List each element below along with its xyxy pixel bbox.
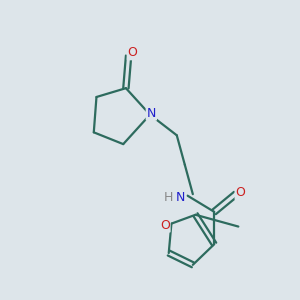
Text: H: H bbox=[164, 190, 173, 204]
Text: O: O bbox=[160, 219, 170, 232]
Text: N: N bbox=[176, 190, 185, 204]
Text: O: O bbox=[128, 46, 137, 59]
Text: O: O bbox=[236, 186, 245, 199]
Text: N: N bbox=[147, 107, 156, 120]
